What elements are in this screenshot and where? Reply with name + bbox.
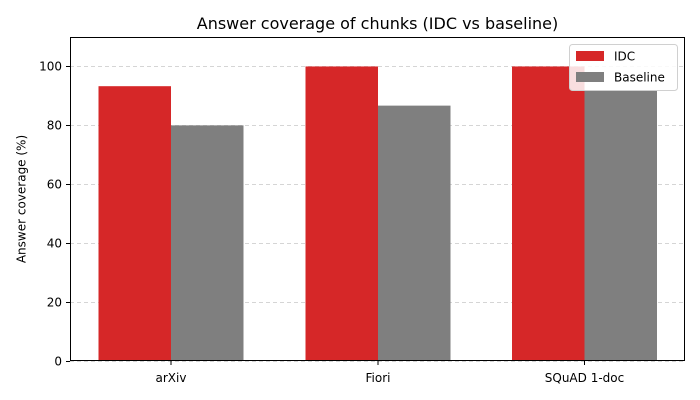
bar-baseline-fiori [378,105,451,361]
legend-swatch-idc [576,51,604,61]
y-axis-ticks: 0 20 40 60 80 100 [39,60,70,369]
x-tick-label-fiori: Fiori [366,371,391,385]
x-axis-ticks: arXiv Fiori SQuAD 1-doc [156,361,624,385]
bar-idc-arxiv [98,86,171,362]
y-tick-label-0: 0 [54,355,62,369]
legend: IDC Baseline [569,44,678,91]
legend-label-idc: IDC [614,50,635,64]
x-tick-label-squad-1-doc: SQuAD 1-doc [545,371,624,385]
chart-title: Answer coverage of chunks (IDC vs baseli… [197,14,558,33]
y-tick-label-20: 20 [47,296,62,310]
y-tick-label-80: 80 [47,119,62,133]
bars [98,66,657,362]
bar-baseline-squad-1-doc [584,90,657,361]
y-tick-label-40: 40 [47,237,62,251]
bar-idc-fiori [305,66,378,362]
legend-label-baseline: Baseline [614,71,665,85]
bar-idc-squad-1-doc [512,66,585,362]
plot-frame [70,37,685,361]
y-tick-label-100: 100 [39,60,62,74]
y-axis-label: Answer coverage (%) [15,135,29,263]
bar-baseline-arxiv [171,125,244,361]
y-tick-label-60: 60 [47,178,62,192]
legend-swatch-baseline [576,72,604,82]
x-tick-label-arxiv: arXiv [156,371,187,385]
